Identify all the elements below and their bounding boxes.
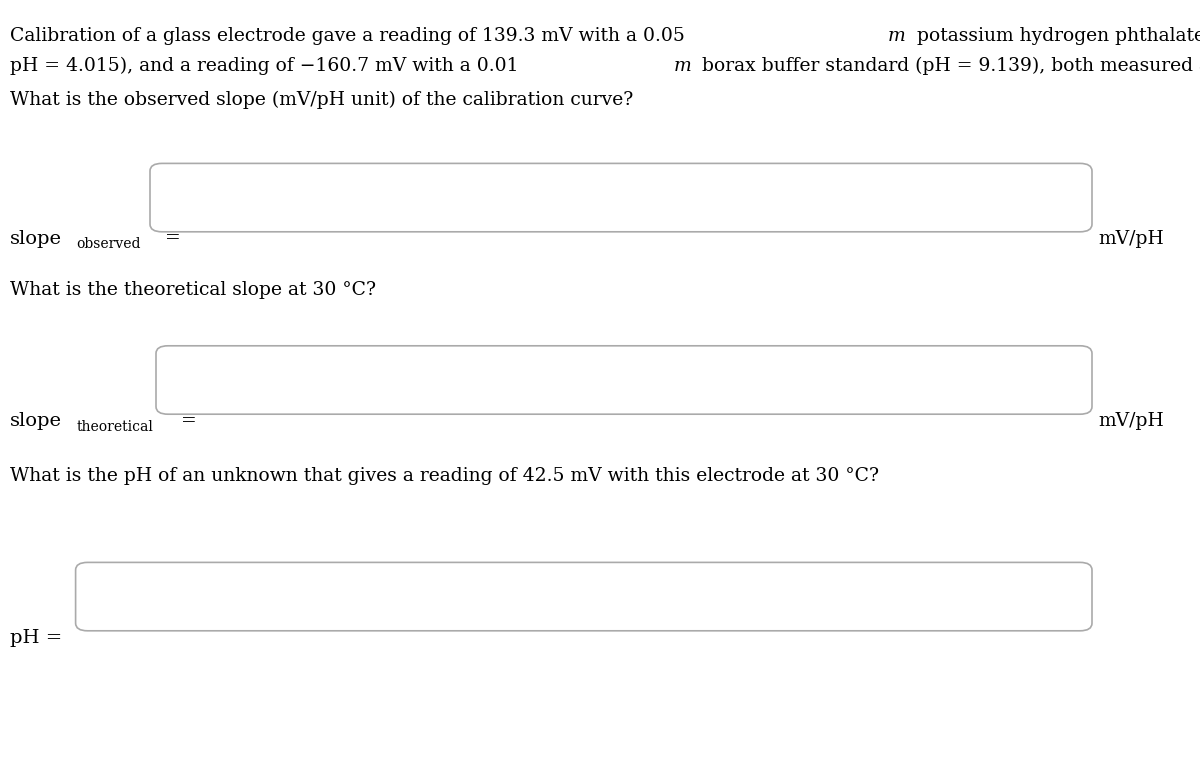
Text: =: =	[181, 412, 197, 430]
Text: pH =: pH =	[10, 629, 62, 647]
Text: theoretical: theoretical	[77, 420, 154, 433]
Text: potassium hydrogen phthalate buffer standard (: potassium hydrogen phthalate buffer stan…	[911, 27, 1200, 45]
Text: pH = 4.015), and a reading of −160.7 mV with a 0.01: pH = 4.015), and a reading of −160.7 mV …	[10, 57, 524, 75]
Text: What is the pH of an unknown that gives a reading of 42.5 mV with this electrode: What is the pH of an unknown that gives …	[10, 467, 878, 486]
Text: borax buffer standard (pH = 9.139), both measured at 30 °C.: borax buffer standard (pH = 9.139), both…	[696, 57, 1200, 75]
Text: slope: slope	[10, 230, 61, 248]
Text: observed: observed	[77, 237, 142, 251]
Text: mV/pH: mV/pH	[1098, 412, 1164, 430]
FancyBboxPatch shape	[150, 163, 1092, 232]
Text: What is the theoretical slope at 30 °C?: What is the theoretical slope at 30 °C?	[10, 281, 376, 299]
Text: theoretical: theoretical	[77, 420, 154, 433]
Text: What is the observed slope (mV/pH unit) of the calibration curve?: What is the observed slope (mV/pH unit) …	[10, 91, 632, 109]
Text: m: m	[888, 27, 906, 45]
Text: mV/pH: mV/pH	[1098, 230, 1164, 248]
Text: m: m	[673, 57, 691, 75]
Text: Calibration of a glass electrode gave a reading of 139.3 mV with a 0.05: Calibration of a glass electrode gave a …	[10, 27, 690, 45]
Text: slope: slope	[10, 412, 61, 430]
Text: observed: observed	[77, 237, 142, 251]
FancyBboxPatch shape	[156, 346, 1092, 414]
FancyBboxPatch shape	[76, 562, 1092, 631]
Text: =: =	[164, 230, 180, 248]
